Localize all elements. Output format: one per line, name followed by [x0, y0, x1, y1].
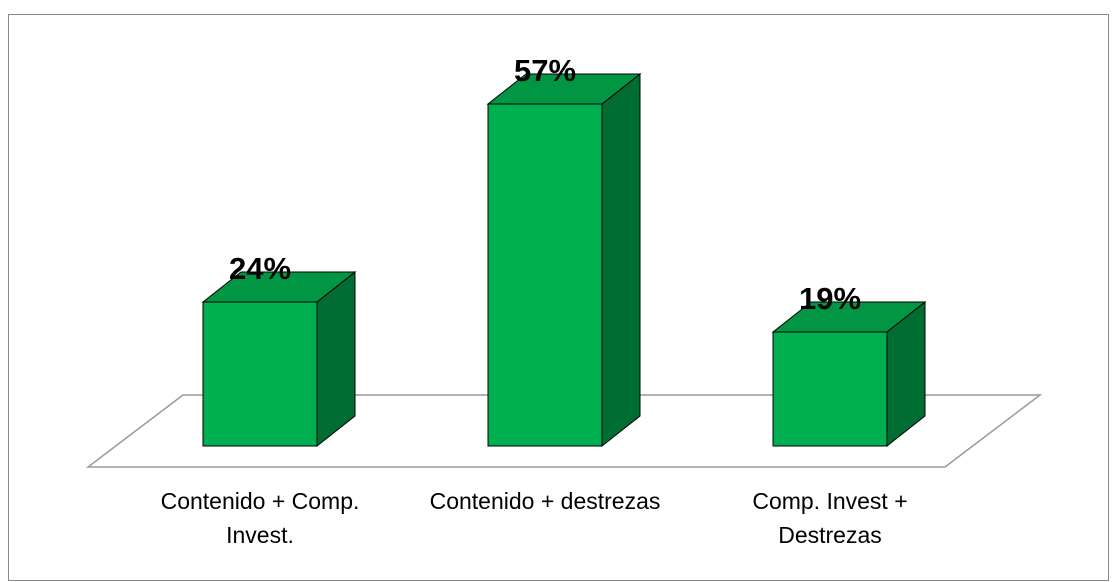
bar-front: [487, 103, 603, 447]
bar: [771, 300, 927, 448]
bar-front: [202, 301, 318, 447]
value-label: 24%: [229, 251, 291, 286]
x-tick-label: Comp. Invest + Destrezas: [752, 488, 908, 548]
value-label: 57%: [514, 53, 576, 88]
x-tick-label: Contenido + Comp. Invest.: [160, 488, 360, 548]
bar-side: [601, 72, 641, 448]
value-label: 19%: [799, 281, 861, 316]
bar: [201, 270, 357, 448]
bar: [486, 72, 642, 448]
bar-front: [772, 331, 888, 447]
x-tick-label: Contenido + destrezas: [429, 488, 661, 514]
